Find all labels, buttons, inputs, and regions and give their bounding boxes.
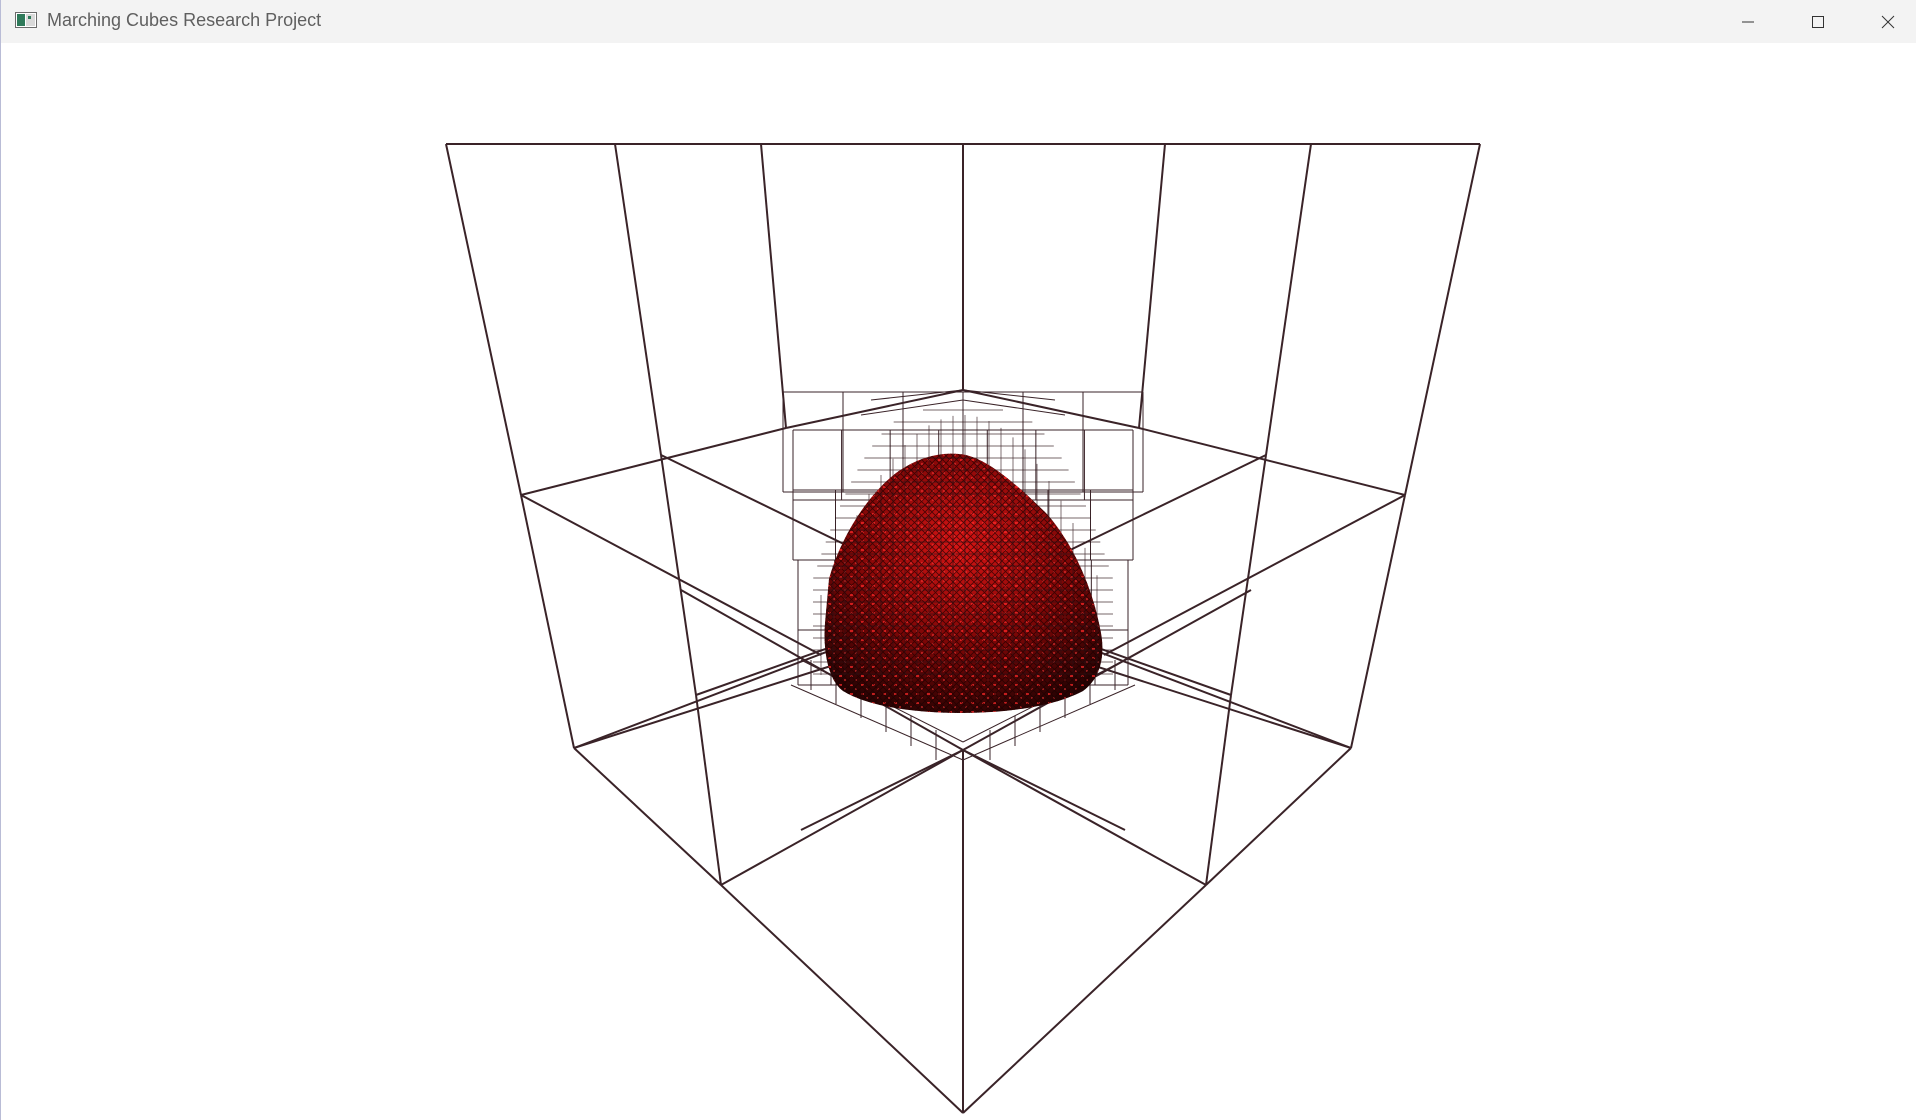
octree-cell-edge (860, 399, 964, 416)
grid-line (785, 389, 964, 429)
close-button[interactable] (1853, 0, 1916, 43)
window-title: Marching Cubes Research Project (47, 10, 322, 30)
grid-line (1103, 494, 1406, 656)
cube-edge (573, 747, 722, 886)
octree-scene (445, 143, 1481, 1114)
cube-edge (720, 884, 964, 1114)
octree-cell-edge (870, 389, 964, 401)
octree-cell-edge (962, 399, 1066, 416)
octree-fine-cells-wireframe (813, 409, 1113, 675)
cube-edge (445, 143, 522, 496)
minimize-icon (1741, 15, 1755, 29)
grid-line (720, 749, 964, 886)
grid-line (962, 749, 1126, 831)
grid-line (695, 694, 722, 886)
maximize-button[interactable] (1783, 0, 1853, 43)
minimize-button[interactable] (1713, 0, 1783, 43)
grid-line (520, 427, 787, 496)
grid-line (1205, 694, 1232, 886)
cube-edge (1205, 747, 1352, 886)
grid-line (800, 749, 964, 831)
octree-cell-edge (790, 684, 964, 761)
grid-line (520, 494, 822, 656)
maximize-icon (1811, 15, 1825, 29)
app-window-icon (15, 12, 37, 28)
cube-edge (520, 494, 575, 749)
close-icon (1881, 15, 1895, 29)
grid-line (760, 143, 787, 429)
grid-line (962, 749, 1207, 886)
grid-line (1265, 143, 1312, 456)
grid-line (614, 143, 662, 456)
octree-cell-edge (962, 684, 1136, 761)
grid-line (660, 454, 697, 696)
grid-line (1138, 143, 1166, 429)
cube-edge (962, 884, 1207, 1114)
cube-edge (1350, 494, 1406, 749)
grid-line (680, 589, 964, 751)
grid-line (1230, 454, 1267, 696)
grid-line (1138, 427, 1406, 496)
title-bar[interactable]: Marching Cubes Research Project (1, 0, 1916, 43)
render-viewport[interactable] (1, 43, 1916, 1120)
cube-edge (1404, 143, 1481, 496)
grid-line (962, 389, 1140, 429)
octree-cell-edge (962, 389, 1056, 401)
